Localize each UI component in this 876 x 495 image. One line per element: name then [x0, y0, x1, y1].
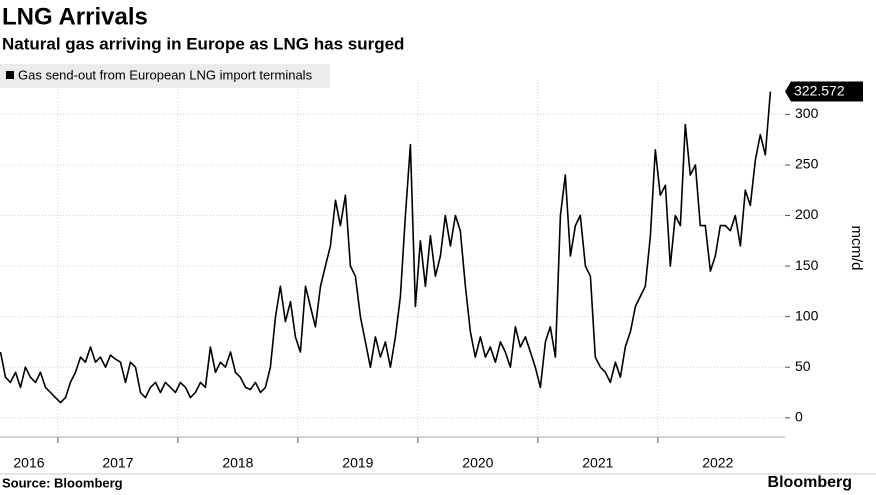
x-tick-label: 2019 [342, 455, 373, 471]
source: Source: Bloomberg [2, 475, 123, 490]
legend-label: Gas send-out from European LNG import te… [18, 67, 313, 82]
legend-box [0, 64, 330, 88]
value-label: 322.572 [794, 82, 845, 98]
x-tick-label: 2016 [13, 455, 44, 471]
logo: Bloomberg [768, 474, 852, 491]
legend-swatch [6, 71, 14, 79]
data-line [0, 91, 772, 404]
x-tick-label: 2020 [462, 455, 493, 471]
y-tick-label: 100 [795, 307, 819, 323]
y-tick-label: 0 [795, 408, 803, 424]
y-tick-label: 150 [795, 257, 819, 273]
y-tick-label: 50 [795, 358, 811, 374]
x-tick-label: 2022 [702, 455, 733, 471]
value-label-box [785, 81, 863, 102]
y-tick-label: 250 [795, 156, 819, 172]
chart-title: LNG Arrivals [2, 3, 148, 30]
y-tick-label: 300 [795, 105, 819, 121]
x-tick-label: 2018 [222, 455, 253, 471]
x-tick-label: 2017 [102, 455, 133, 471]
chart-subtitle: Natural gas arriving in Europe as LNG ha… [2, 34, 404, 53]
x-tick-label: 2021 [582, 455, 613, 471]
y-axis-label: mcm/d [848, 226, 865, 271]
y-tick-label: 200 [795, 206, 819, 222]
